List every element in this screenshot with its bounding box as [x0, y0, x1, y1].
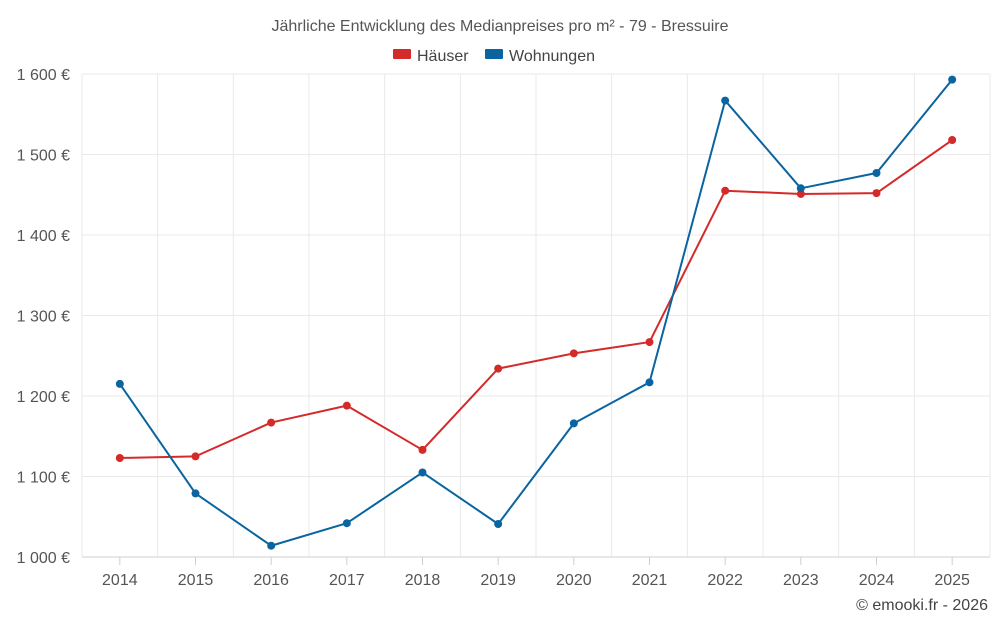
series-line [119, 79, 953, 547]
x-tick-label: 2017 [329, 572, 365, 589]
x-tick-label: 2014 [102, 572, 138, 589]
data-point[interactable] [267, 541, 276, 550]
x-tick-label: 2016 [253, 572, 289, 589]
y-tick-label: 1 100 € [17, 470, 70, 487]
legend-swatch [485, 49, 503, 59]
data-point[interactable] [796, 184, 805, 193]
x-tick-label: 2023 [783, 572, 819, 589]
data-point[interactable] [645, 378, 654, 387]
data-point[interactable] [342, 401, 351, 410]
data-point[interactable] [191, 489, 200, 498]
legend-swatch [393, 49, 411, 59]
legend: Häuser Wohnungen [393, 48, 595, 65]
axes: 1 000 € 1 100 € 1 200 € 1 300 € 1 400 € 1 500… [17, 67, 990, 589]
x-tick-label: 2015 [178, 572, 214, 589]
data-point[interactable] [948, 75, 957, 84]
y-tick-label: 1 300 € [17, 309, 70, 326]
series-layer [115, 75, 957, 550]
data-point[interactable] [721, 186, 730, 195]
y-tick-label: 1 200 € [17, 389, 70, 406]
data-point[interactable] [418, 445, 427, 454]
data-point[interactable] [645, 338, 654, 347]
legend-item[interactable]: Häuser [393, 48, 469, 65]
x-tick-label: 2018 [405, 572, 441, 589]
legend-label: Wohnungen [509, 48, 595, 65]
data-point[interactable] [872, 169, 881, 178]
legend-label: Häuser [417, 48, 469, 65]
data-point[interactable] [115, 379, 124, 388]
data-point[interactable] [872, 189, 881, 198]
credit-label: © emooki.fr - 2026 [856, 597, 988, 614]
data-point[interactable] [115, 453, 124, 462]
y-tick-label: 1 400 € [17, 228, 70, 245]
y-tick-label: 1 600 € [17, 67, 70, 84]
data-point[interactable] [494, 519, 503, 528]
series-wohnungen [115, 75, 957, 550]
data-point[interactable] [569, 349, 578, 358]
series-line [119, 139, 953, 459]
legend-item[interactable]: Wohnungen [485, 48, 595, 65]
data-point[interactable] [418, 468, 427, 477]
data-point[interactable] [342, 519, 351, 528]
x-tick-label: 2019 [480, 572, 516, 589]
x-tick-label: 2020 [556, 572, 592, 589]
data-point[interactable] [191, 452, 200, 461]
y-tick-label: 1 000 € [17, 550, 70, 567]
data-point[interactable] [796, 189, 805, 198]
y-tick-label: 1 500 € [17, 148, 70, 165]
x-tick-label: 2024 [859, 572, 895, 589]
x-tick-label: 2025 [934, 572, 970, 589]
series-haeuser [115, 136, 957, 462]
data-point[interactable] [494, 364, 503, 373]
data-point[interactable] [948, 136, 957, 145]
x-tick-label: 2022 [707, 572, 743, 589]
data-point[interactable] [721, 96, 730, 105]
grid [81, 73, 991, 558]
chart-title: Jährliche Entwicklung des Medianpreises … [271, 18, 728, 35]
x-tick-label: 2021 [632, 572, 668, 589]
data-point[interactable] [569, 419, 578, 428]
data-point[interactable] [267, 418, 276, 427]
